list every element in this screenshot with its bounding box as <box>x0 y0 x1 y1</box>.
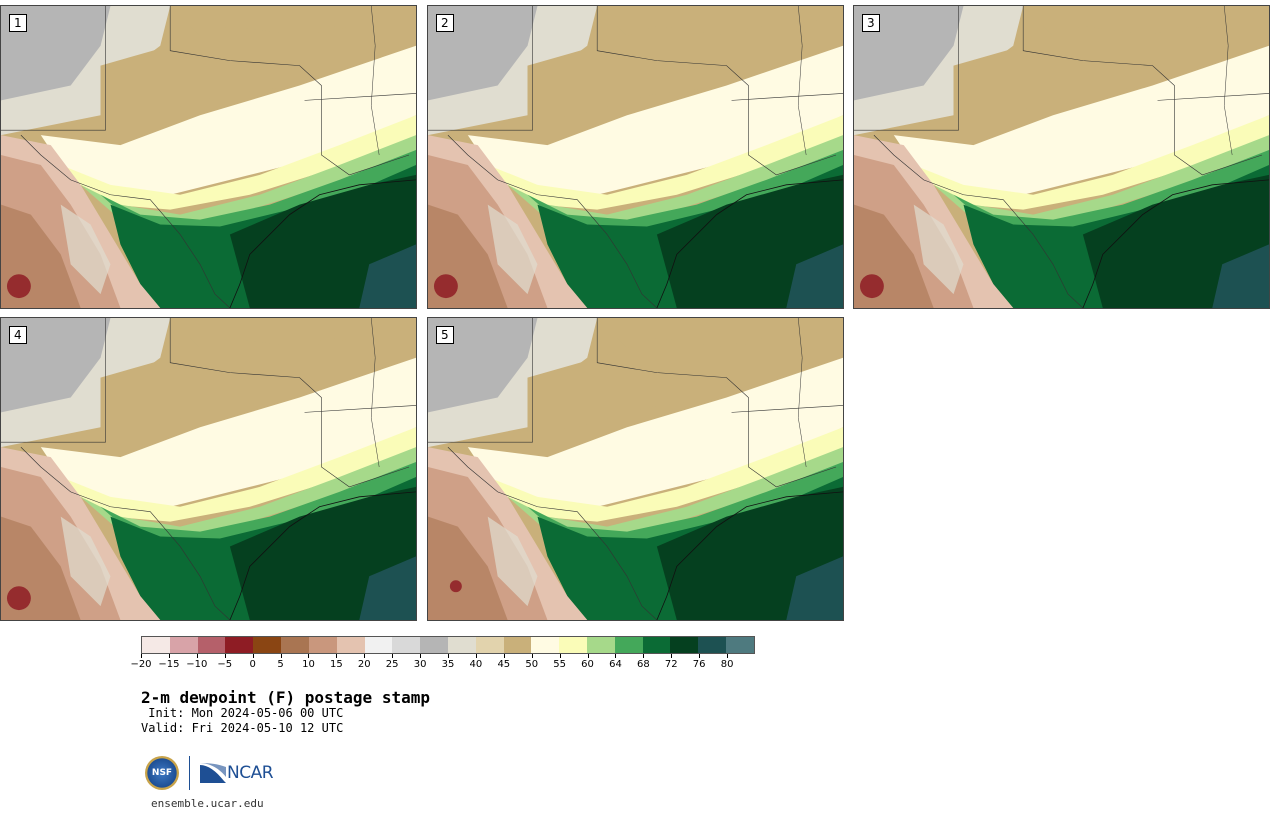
plot-title: 2-m dewpoint (F) postage stamp <box>141 688 430 707</box>
colorbar-tick <box>559 654 561 658</box>
colorbar-tick <box>531 654 533 658</box>
ncar-logo: NCAR <box>200 763 274 783</box>
postage-stamp-panel: 3 <box>853 5 1270 309</box>
postage-stamp-panel: 5 <box>427 317 844 621</box>
colorbar-tick <box>252 654 254 658</box>
dewpoint-map <box>428 318 843 620</box>
colorbar-tick <box>141 654 142 658</box>
stamp-number: 4 <box>9 326 27 344</box>
colorbar-tick <box>224 654 226 658</box>
colorbar-tick <box>671 654 673 658</box>
colorbar-tick <box>308 654 310 658</box>
colorbar-swatch <box>587 637 615 653</box>
init-time: Init: Mon 2024-05-06 00 UTC <box>141 706 344 720</box>
colorbar-tick-label: −5 <box>217 659 233 670</box>
colorbar-tick-label: 0 <box>249 659 256 670</box>
colorbar-tick-label: 72 <box>664 659 678 670</box>
colorbar-swatch <box>531 637 560 653</box>
logo-divider <box>189 756 190 790</box>
colorbar-swatch <box>169 637 198 653</box>
colorbar-tick-label: 10 <box>302 659 315 670</box>
colorbar-tick-label: 15 <box>329 659 343 670</box>
colorbar-tick-label: 60 <box>581 659 594 670</box>
colorbar-tick-label: 76 <box>692 659 706 670</box>
postage-stamp-panel: 4 <box>0 317 417 621</box>
valid-time: Valid: Fri 2024-05-10 12 UTC <box>141 721 344 735</box>
dewpoint-map <box>1 6 416 308</box>
colorbar-swatch <box>253 637 282 653</box>
colorbar-tick <box>336 654 338 658</box>
colorbar-tick <box>392 654 394 658</box>
postage-stamp-panel: 2 <box>427 5 844 309</box>
logo-strip: NSF NCAR <box>145 756 274 790</box>
dewpoint-map <box>854 6 1269 308</box>
colorbar-ticks: −20 −15 −10 −5 0 5 10 15 20 25 30 35 40 45 50 55 60 64 68 7… <box>130 654 755 674</box>
colorbar-swatch <box>698 637 727 653</box>
colorbar-tick <box>420 654 422 658</box>
dewpoint-map <box>428 6 843 308</box>
colorbar-tick-label: −10 <box>186 659 208 670</box>
colorbar-tick-label: 40 <box>469 659 483 670</box>
colorbar-tick-label: 5 <box>277 659 284 670</box>
colorbar <box>141 636 755 654</box>
colorbar-tick <box>587 654 589 658</box>
stamp-number: 3 <box>862 14 880 32</box>
dewpoint-map <box>1 318 416 620</box>
colorbar-swatch <box>308 637 337 653</box>
colorbar-tick-label: 68 <box>636 659 650 670</box>
postage-stamp-panel: 1 <box>0 5 417 309</box>
colorbar-tick <box>364 654 366 658</box>
colorbar-tick <box>615 654 617 658</box>
colorbar-swatch <box>614 637 643 653</box>
colorbar-swatch <box>336 637 365 653</box>
colorbar-tick-label: 25 <box>385 659 399 670</box>
colorbar-swatch <box>670 637 699 653</box>
colorbar-tick <box>196 654 198 658</box>
colorbar-tick <box>503 654 505 658</box>
colorbar-tick <box>475 654 477 658</box>
nsf-logo-icon: NSF <box>145 756 179 790</box>
colorbar-tick-label: −15 <box>158 659 180 670</box>
colorbar-swatch <box>642 637 671 653</box>
colorbar-tick <box>727 654 729 658</box>
colorbar-tick <box>699 654 701 658</box>
stamp-number: 5 <box>436 326 454 344</box>
colorbar-tick-label: 20 <box>357 659 371 670</box>
colorbar-tick-label: 64 <box>609 659 622 670</box>
colorbar-swatch <box>559 637 587 653</box>
site-url: ensemble.ucar.edu <box>151 797 264 810</box>
colorbar-tick-label: 45 <box>497 659 511 670</box>
stamp-number: 2 <box>436 14 454 32</box>
colorbar-swatch <box>364 637 393 653</box>
colorbar-tick-label: 80 <box>720 659 734 670</box>
colorbar-tick <box>280 654 282 658</box>
colorbar-swatch <box>392 637 421 653</box>
colorbar-tick <box>643 654 645 658</box>
ncar-mark-icon <box>200 763 226 783</box>
colorbar-swatch <box>142 637 170 653</box>
colorbar-tick-label: 50 <box>525 659 539 670</box>
colorbar-tick <box>168 654 170 658</box>
stamp-number: 1 <box>9 14 27 32</box>
colorbar-swatch <box>420 637 448 653</box>
colorbar-swatch <box>281 637 309 653</box>
colorbar-tick-label: 55 <box>553 659 566 670</box>
colorbar-swatch <box>726 637 754 653</box>
colorbar-tick-label: −20 <box>130 659 152 670</box>
colorbar-swatch <box>225 637 254 653</box>
colorbar-swatch <box>503 637 532 653</box>
colorbar-tick <box>448 654 449 658</box>
colorbar-swatch <box>447 637 476 653</box>
colorbar-swatch <box>475 637 504 653</box>
colorbar-tick-label: 35 <box>441 659 455 670</box>
colorbar-tick-label: 30 <box>413 659 427 670</box>
colorbar-swatch <box>197 637 226 653</box>
